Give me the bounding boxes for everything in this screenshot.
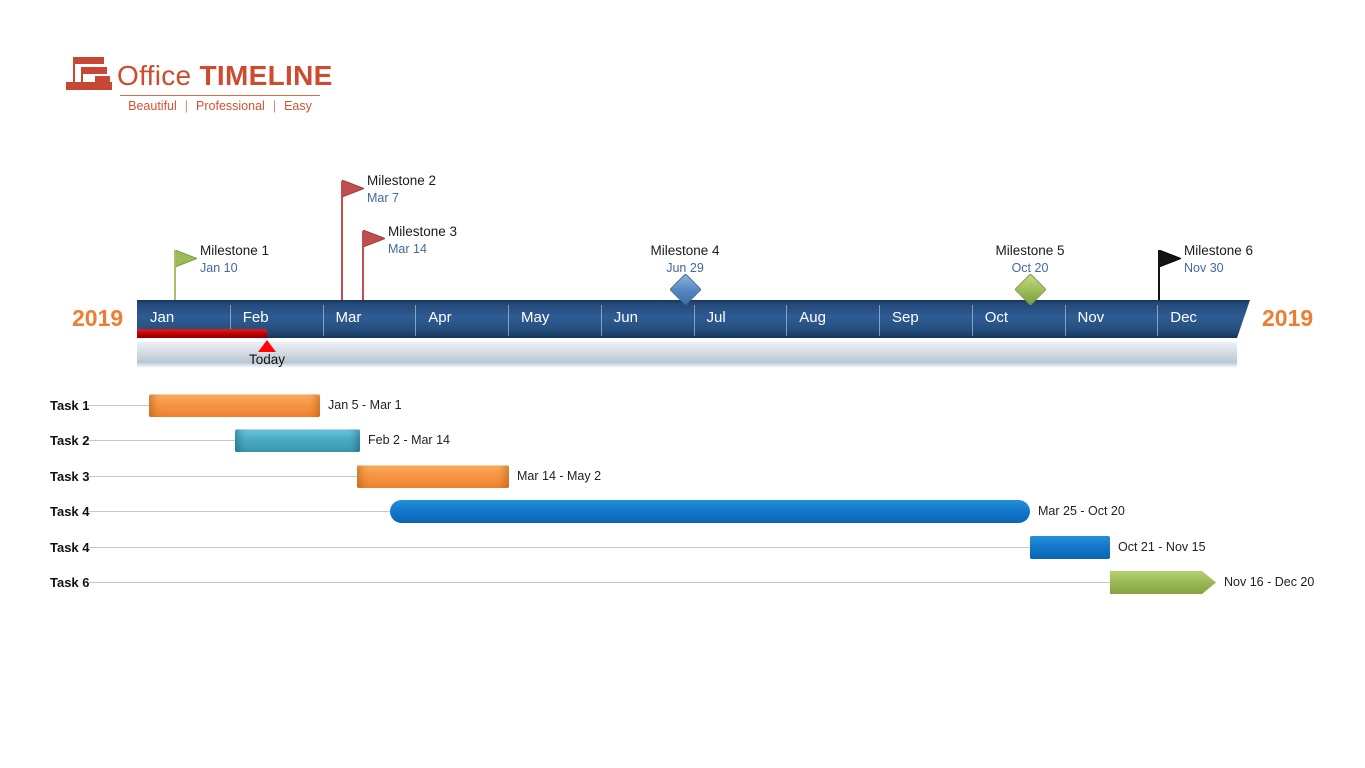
month-label: Dec bbox=[1170, 309, 1197, 326]
milestone-date: Mar 7 bbox=[367, 191, 399, 205]
tagline-beautiful: Beautiful bbox=[128, 99, 177, 113]
month-cell: Nov bbox=[1065, 300, 1158, 338]
month-label: Mar bbox=[335, 309, 362, 326]
tagline-separator: | bbox=[184, 99, 189, 113]
task-date-range: Feb 2 - Mar 14 bbox=[368, 433, 450, 447]
milestone-date: Oct 20 bbox=[1011, 261, 1049, 275]
milestone-date: Nov 30 bbox=[1184, 261, 1224, 275]
month-cell: Jun bbox=[601, 300, 694, 338]
task-label: Task 2 bbox=[50, 433, 90, 448]
milestone-label: Milestone 3 bbox=[388, 224, 458, 239]
month-label: Nov bbox=[1077, 309, 1105, 326]
today-label: Today bbox=[248, 352, 286, 367]
leader-line bbox=[88, 405, 149, 406]
leader-line bbox=[88, 547, 1030, 548]
task-date-range: Oct 21 - Nov 15 bbox=[1118, 540, 1206, 554]
month-cell: Sep bbox=[879, 300, 972, 338]
month-label: Oct bbox=[984, 309, 1009, 326]
office-timeline-logo-icon bbox=[66, 57, 112, 90]
milestone-date: Jan 10 bbox=[200, 261, 238, 275]
month-cell: Mar bbox=[323, 300, 416, 338]
logo-vertical-line-1 bbox=[73, 57, 75, 82]
milestone-stem bbox=[1158, 250, 1160, 300]
brand-office: Office bbox=[117, 60, 192, 91]
task-bar bbox=[1030, 536, 1110, 559]
month-label: May bbox=[521, 309, 550, 326]
month-label: Feb bbox=[242, 309, 269, 326]
logo-bar-base bbox=[66, 82, 112, 90]
year-label-left: 2019 bbox=[72, 305, 124, 331]
month-cell: Apr bbox=[415, 300, 508, 338]
logo-bar-1 bbox=[73, 57, 104, 64]
leader-line bbox=[88, 476, 357, 477]
month-cell: Aug bbox=[786, 300, 879, 338]
month-label: Jul bbox=[706, 309, 726, 326]
logo-bar-3 bbox=[95, 76, 110, 82]
logo-vertical-line-2 bbox=[81, 67, 83, 82]
brand-timeline: TIMELINE bbox=[199, 60, 333, 91]
milestone-label: Milestone 2 bbox=[367, 173, 437, 188]
milestone-stem bbox=[341, 181, 343, 300]
month-cell: Jul bbox=[694, 300, 787, 338]
month-label: Jan bbox=[150, 309, 175, 326]
flag-icon bbox=[175, 250, 197, 267]
milestone-label: Milestone 5 bbox=[995, 243, 1065, 258]
task-bar bbox=[1110, 571, 1216, 594]
task-bar bbox=[357, 465, 509, 488]
milestone-date: Jun 29 bbox=[666, 261, 704, 275]
flag-icon bbox=[342, 180, 364, 197]
month-label: Apr bbox=[428, 309, 452, 326]
today-marker-icon bbox=[258, 340, 276, 352]
milestone-label: Milestone 1 bbox=[200, 243, 270, 258]
task-bar bbox=[235, 429, 360, 452]
tagline-separator: | bbox=[272, 99, 277, 113]
task-date-range: Nov 16 - Dec 20 bbox=[1224, 575, 1315, 589]
task-label: Task 4 bbox=[50, 540, 90, 555]
month-cell: Oct bbox=[972, 300, 1065, 338]
brand-wordmark: Office TIMELINE bbox=[117, 60, 333, 92]
flag-icon bbox=[363, 230, 385, 247]
tagline-easy: Easy bbox=[284, 99, 312, 113]
timeline-band: Jan Feb Mar Apr May Jun Jul Aug Sep Oct … bbox=[137, 300, 1250, 338]
task-label: Task 6 bbox=[50, 575, 90, 590]
elapsed-time-bar bbox=[137, 329, 267, 338]
milestone-date: Mar 14 bbox=[388, 242, 427, 256]
leader-line bbox=[88, 582, 1110, 583]
flag-icon bbox=[1159, 250, 1181, 267]
milestone-stem bbox=[174, 250, 176, 300]
task-label: Task 1 bbox=[50, 398, 90, 413]
leader-line bbox=[88, 511, 390, 512]
month-label: Sep bbox=[892, 309, 919, 326]
milestone-label: Milestone 6 bbox=[1184, 243, 1254, 258]
task-label: Task 3 bbox=[50, 469, 90, 484]
logo-tagline: Beautiful | Professional | Easy bbox=[120, 99, 320, 113]
month-label: Jun bbox=[613, 309, 638, 326]
milestone-stem bbox=[362, 231, 364, 300]
task-date-range: Mar 14 - May 2 bbox=[517, 469, 602, 483]
task-date-range: Jan 5 - Mar 1 bbox=[328, 398, 402, 412]
task-bar bbox=[390, 500, 1030, 523]
logo-divider bbox=[120, 95, 320, 96]
month-cell: Feb bbox=[230, 300, 323, 338]
logo-bar-2 bbox=[81, 67, 107, 74]
leader-line bbox=[88, 440, 235, 441]
task-date-range: Mar 25 - Oct 20 bbox=[1038, 504, 1125, 518]
month-cell: Dec bbox=[1157, 300, 1250, 338]
milestone-label: Milestone 4 bbox=[650, 243, 720, 258]
month-cell: May bbox=[508, 300, 601, 338]
month-cell: Jan bbox=[137, 300, 230, 338]
month-label: Aug bbox=[799, 309, 826, 326]
year-label-right: 2019 bbox=[1262, 305, 1314, 331]
task-label: Task 4 bbox=[50, 504, 90, 519]
timeline-reflection bbox=[137, 342, 1237, 368]
tagline-professional: Professional bbox=[196, 99, 265, 113]
task-bar bbox=[149, 394, 320, 417]
